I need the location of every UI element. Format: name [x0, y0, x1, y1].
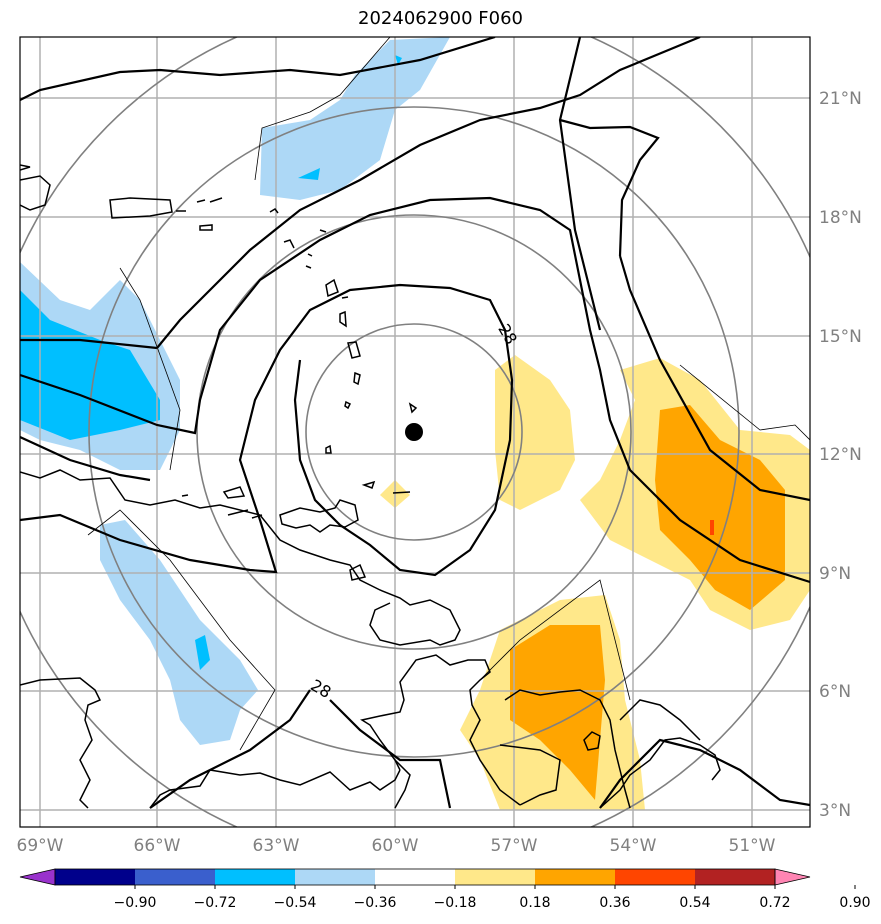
colorbar-tick-label: 0.18: [519, 895, 550, 911]
lon-label: 54°W: [610, 836, 657, 856]
colorbar-swatch: [55, 869, 135, 885]
colorbar-extend-min: [19, 868, 56, 886]
map-frame: [19, 36, 811, 828]
lon-label: 66°W: [134, 836, 181, 856]
colorbar-swatch: [615, 869, 695, 885]
positive-anomaly-shading: [380, 355, 810, 810]
contour-label-upper: 28: [494, 321, 521, 348]
longitude-labels: 69°W 66°W 63°W 60°W 57°W 54°W 51°W: [17, 836, 776, 856]
shading-outlines: [87, 37, 810, 751]
colorbar-swatch: [135, 869, 215, 885]
colorbar-swatch: [535, 869, 615, 885]
contour-label-lower: 28: [307, 675, 334, 702]
lat-label: 21°N: [819, 89, 862, 109]
coastlines: [20, 164, 721, 809]
negative-anomaly-shading: [20, 37, 450, 745]
lat-label: 12°N: [819, 445, 862, 465]
storm-center-marker: [405, 423, 423, 441]
lat-label: 15°N: [819, 327, 862, 347]
colorbar-extend-max: [774, 868, 811, 886]
colorbar-tick-label: 0.36: [599, 895, 630, 911]
map-title: 2024062900 F060: [358, 8, 523, 29]
colorbar-frame: [54, 868, 776, 886]
lon-label: 57°W: [491, 836, 538, 856]
map-plot-area: [20, 37, 810, 827]
colorbar: −0.90 −0.72 −0.54 −0.36 −0.18 0.18 0.36 0.54 0.7…: [19, 868, 871, 911]
lon-label: 63°W: [253, 836, 300, 856]
colorbar-tick-label: −0.36: [354, 895, 397, 911]
colorbar-swatch: [295, 869, 375, 885]
colorbar-tick-label: 0.72: [759, 895, 790, 911]
colorbar-swatch: [215, 869, 295, 885]
lat-label: 3°N: [819, 801, 851, 821]
lat-label: 6°N: [819, 682, 851, 702]
colorbar-tick-label: 0.54: [679, 895, 710, 911]
lat-lon-grid: [20, 37, 810, 827]
lon-label: 60°W: [372, 836, 419, 856]
colorbar-tick-label: 0.90: [839, 895, 870, 911]
colorbar-swatch: [455, 869, 535, 885]
height-contours: [20, 37, 810, 809]
colorbar-tick-label: −0.90: [114, 895, 157, 911]
colorbar-tick-label: −0.54: [274, 895, 317, 911]
colorbar-tick-label: −0.18: [434, 895, 477, 911]
colorbar-swatch: [695, 869, 775, 885]
lat-label: 9°N: [819, 564, 851, 584]
latitude-labels: 21°N 18°N 15°N 12°N 9°N 6°N 3°N: [819, 89, 862, 821]
lat-label: 18°N: [819, 208, 862, 228]
range-rings: [20, 37, 810, 827]
colorbar-swatch: [375, 869, 455, 885]
lon-label: 69°W: [17, 836, 64, 856]
lon-label: 51°W: [729, 836, 776, 856]
colorbar-tick-label: −0.72: [194, 895, 237, 911]
